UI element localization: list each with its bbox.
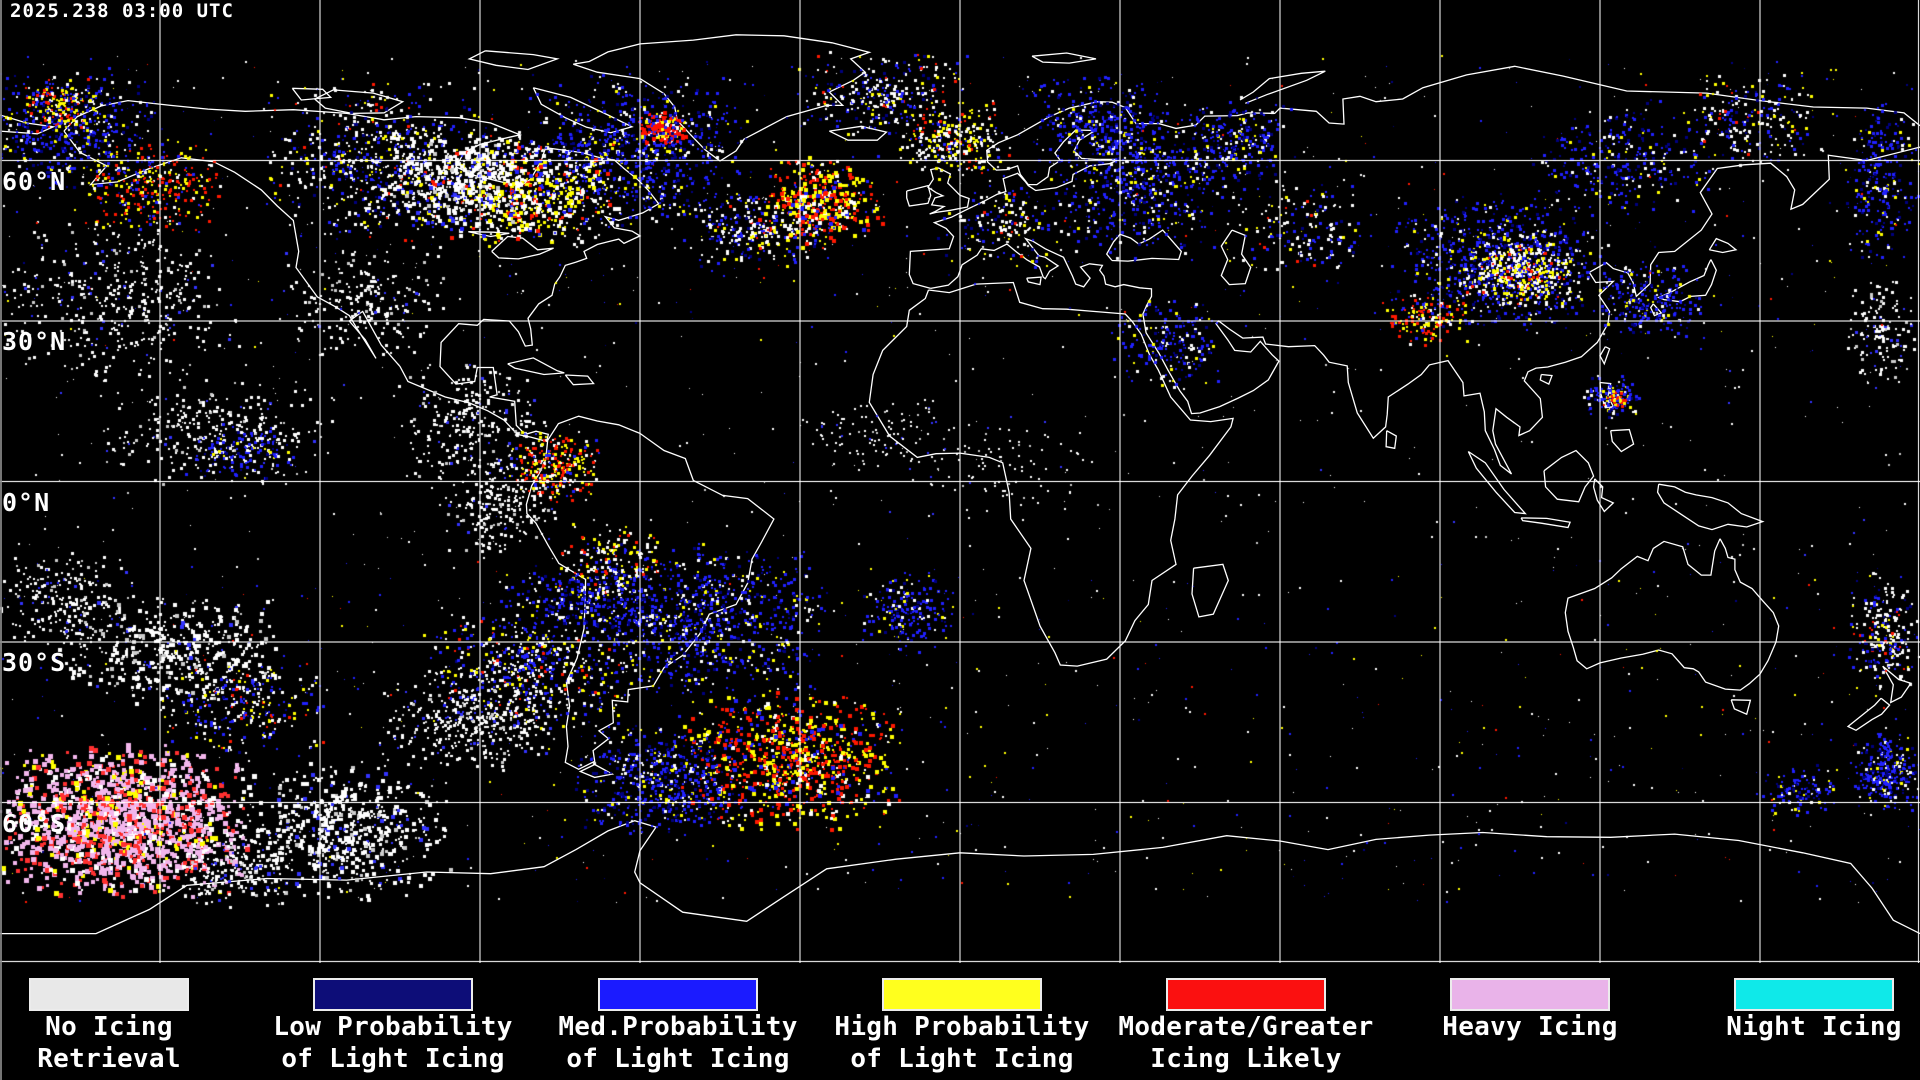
legend-label-line2: Retrieval xyxy=(37,1044,181,1074)
legend-item: Med.Probability of Light Icing xyxy=(508,978,848,1075)
legend-swatch xyxy=(882,978,1042,1011)
legend-swatch xyxy=(1166,978,1326,1011)
legend-label-line1: Moderate/Greater xyxy=(1118,1012,1374,1042)
latitude-label: 60°N xyxy=(2,166,67,196)
legend-label-line1: Low Probability xyxy=(273,1012,513,1042)
legend-swatch xyxy=(1450,978,1610,1011)
legend-label-line1: Med.Probability xyxy=(558,1012,798,1042)
legend-item: High Probability of Light Icing xyxy=(792,978,1132,1075)
legend-item: Moderate/Greater Icing Likely xyxy=(1076,978,1416,1075)
timestamp: 2025.238 03:00 UTC xyxy=(10,0,234,22)
legend-label-line2: of Light Icing xyxy=(566,1044,790,1074)
legend-item: Night Icing xyxy=(1644,978,1920,1043)
left-edge-strip xyxy=(0,0,2,1080)
latitude-label: 30°N xyxy=(2,327,67,356)
latitude-label: 30°S xyxy=(2,648,67,677)
legend-item: Low Probability of Light Icing xyxy=(223,978,563,1075)
legend-label-line1: Heavy Icing xyxy=(1442,1012,1618,1042)
legend-swatch xyxy=(1734,978,1894,1011)
legend-label-line1: Night Icing xyxy=(1726,1012,1902,1042)
latitude-label: 0°N xyxy=(2,487,51,517)
legend-label-line2: Icing Likely xyxy=(1150,1044,1342,1074)
legend-label-line1: High Probability xyxy=(834,1012,1090,1042)
legend-item: Heavy Icing xyxy=(1360,978,1700,1043)
latitude-label: 60°S xyxy=(2,808,67,838)
legend-label-line1: No Icing xyxy=(45,1012,173,1042)
legend-label-line2: of Light Icing xyxy=(281,1044,505,1074)
legend-swatch xyxy=(598,978,758,1011)
graticule-svg xyxy=(0,0,1920,963)
legend-swatch xyxy=(313,978,473,1011)
legend-swatch xyxy=(29,978,189,1011)
legend-label-line2: of Light Icing xyxy=(850,1044,1074,1074)
map-area xyxy=(0,0,1920,963)
legend-item: No Icing Retrieval xyxy=(0,978,279,1075)
